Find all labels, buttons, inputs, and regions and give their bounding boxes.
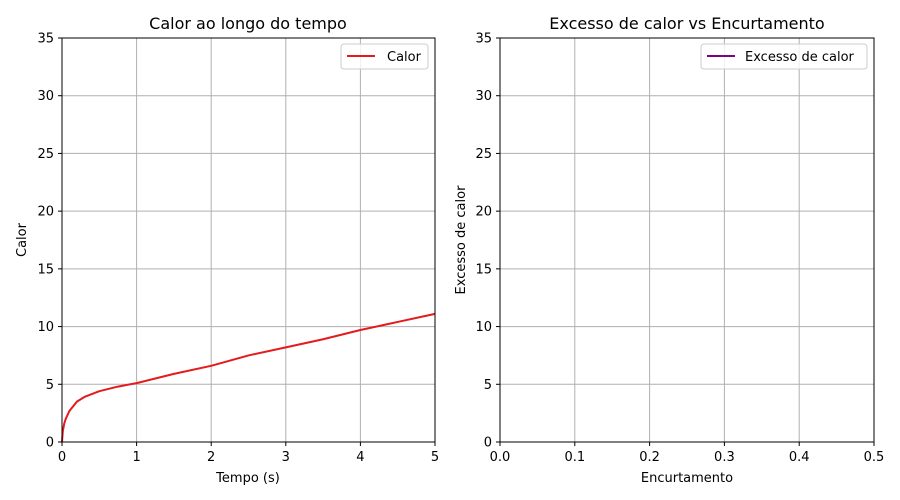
y-tick-label: 35 [475, 32, 492, 47]
y-tick-label: 5 [484, 378, 492, 393]
x-axis-label: Tempo (s) [215, 471, 280, 486]
y-tick-label: 15 [475, 262, 492, 277]
y-axis-label: Calor [15, 222, 30, 257]
y-tick-label: 30 [37, 89, 54, 104]
y-axis-label: Excesso de calor [454, 185, 469, 295]
x-ticks: 0 1 2 3 4 5 [58, 442, 439, 465]
chart-title: Calor ao longo do tempo [149, 14, 347, 33]
chart-title: Excesso de calor vs Encurtamento [549, 14, 824, 33]
legend: Excesso de calor [700, 43, 868, 70]
y-tick-label: 10 [37, 320, 54, 335]
series-layer [61, 312, 436, 443]
x-tick-label: 0.5 [864, 450, 885, 465]
x-tick-label: 1 [132, 450, 140, 465]
x-tick-label: 0.3 [714, 450, 735, 465]
y-tick-label: 35 [37, 32, 54, 47]
grid [61, 37, 436, 443]
grid [499, 37, 875, 443]
x-tick-label: 5 [431, 450, 439, 465]
y-tick-label: 0 [484, 436, 492, 451]
plot-frame [61, 37, 436, 443]
series-line-0 [61, 312, 436, 443]
legend-box [340, 43, 429, 70]
x-axis-label: Encurtamento [641, 471, 733, 486]
y-tick-label: 0 [46, 436, 54, 451]
x-tick-label: 0.0 [490, 450, 511, 465]
y-ticks: 0 5 10 15 20 25 30 35 [37, 32, 62, 451]
legend-label: Excesso de calor [745, 50, 855, 65]
x-tick-label: 0 [58, 450, 66, 465]
x-tick-label: 4 [356, 450, 364, 465]
y-tick-label: 25 [37, 147, 54, 162]
y-tick-label: 10 [475, 320, 492, 335]
y-ticks: 0 5 10 15 20 25 30 35 [475, 32, 500, 451]
x-tick-label: 2 [207, 450, 215, 465]
y-tick-label: 15 [37, 262, 54, 277]
y-tick-label: 20 [475, 205, 492, 220]
legend: Calor [340, 43, 429, 70]
legend-label: Calor [387, 50, 422, 65]
legend-box [700, 43, 868, 70]
chart-panel-calor: Calor ao longo do tempo 0 1 2 3 4 5 0 5 10 15 20 2… [15, 14, 439, 486]
x-tick-label: 0.4 [789, 450, 810, 465]
x-ticks: 0.0 0.1 0.2 0.3 0.4 0.5 [490, 442, 885, 465]
x-tick-label: 0.2 [639, 450, 660, 465]
y-tick-label: 25 [475, 147, 492, 162]
chart-panel-excesso: Excesso de calor vs Encurtamento 0.0 0.1 0… [454, 14, 884, 486]
x-tick-label: 0.1 [564, 450, 585, 465]
y-tick-label: 30 [475, 89, 492, 104]
x-tick-label: 3 [282, 450, 290, 465]
y-tick-label: 20 [37, 205, 54, 220]
y-tick-label: 5 [46, 378, 54, 393]
plot-frame [499, 37, 875, 443]
